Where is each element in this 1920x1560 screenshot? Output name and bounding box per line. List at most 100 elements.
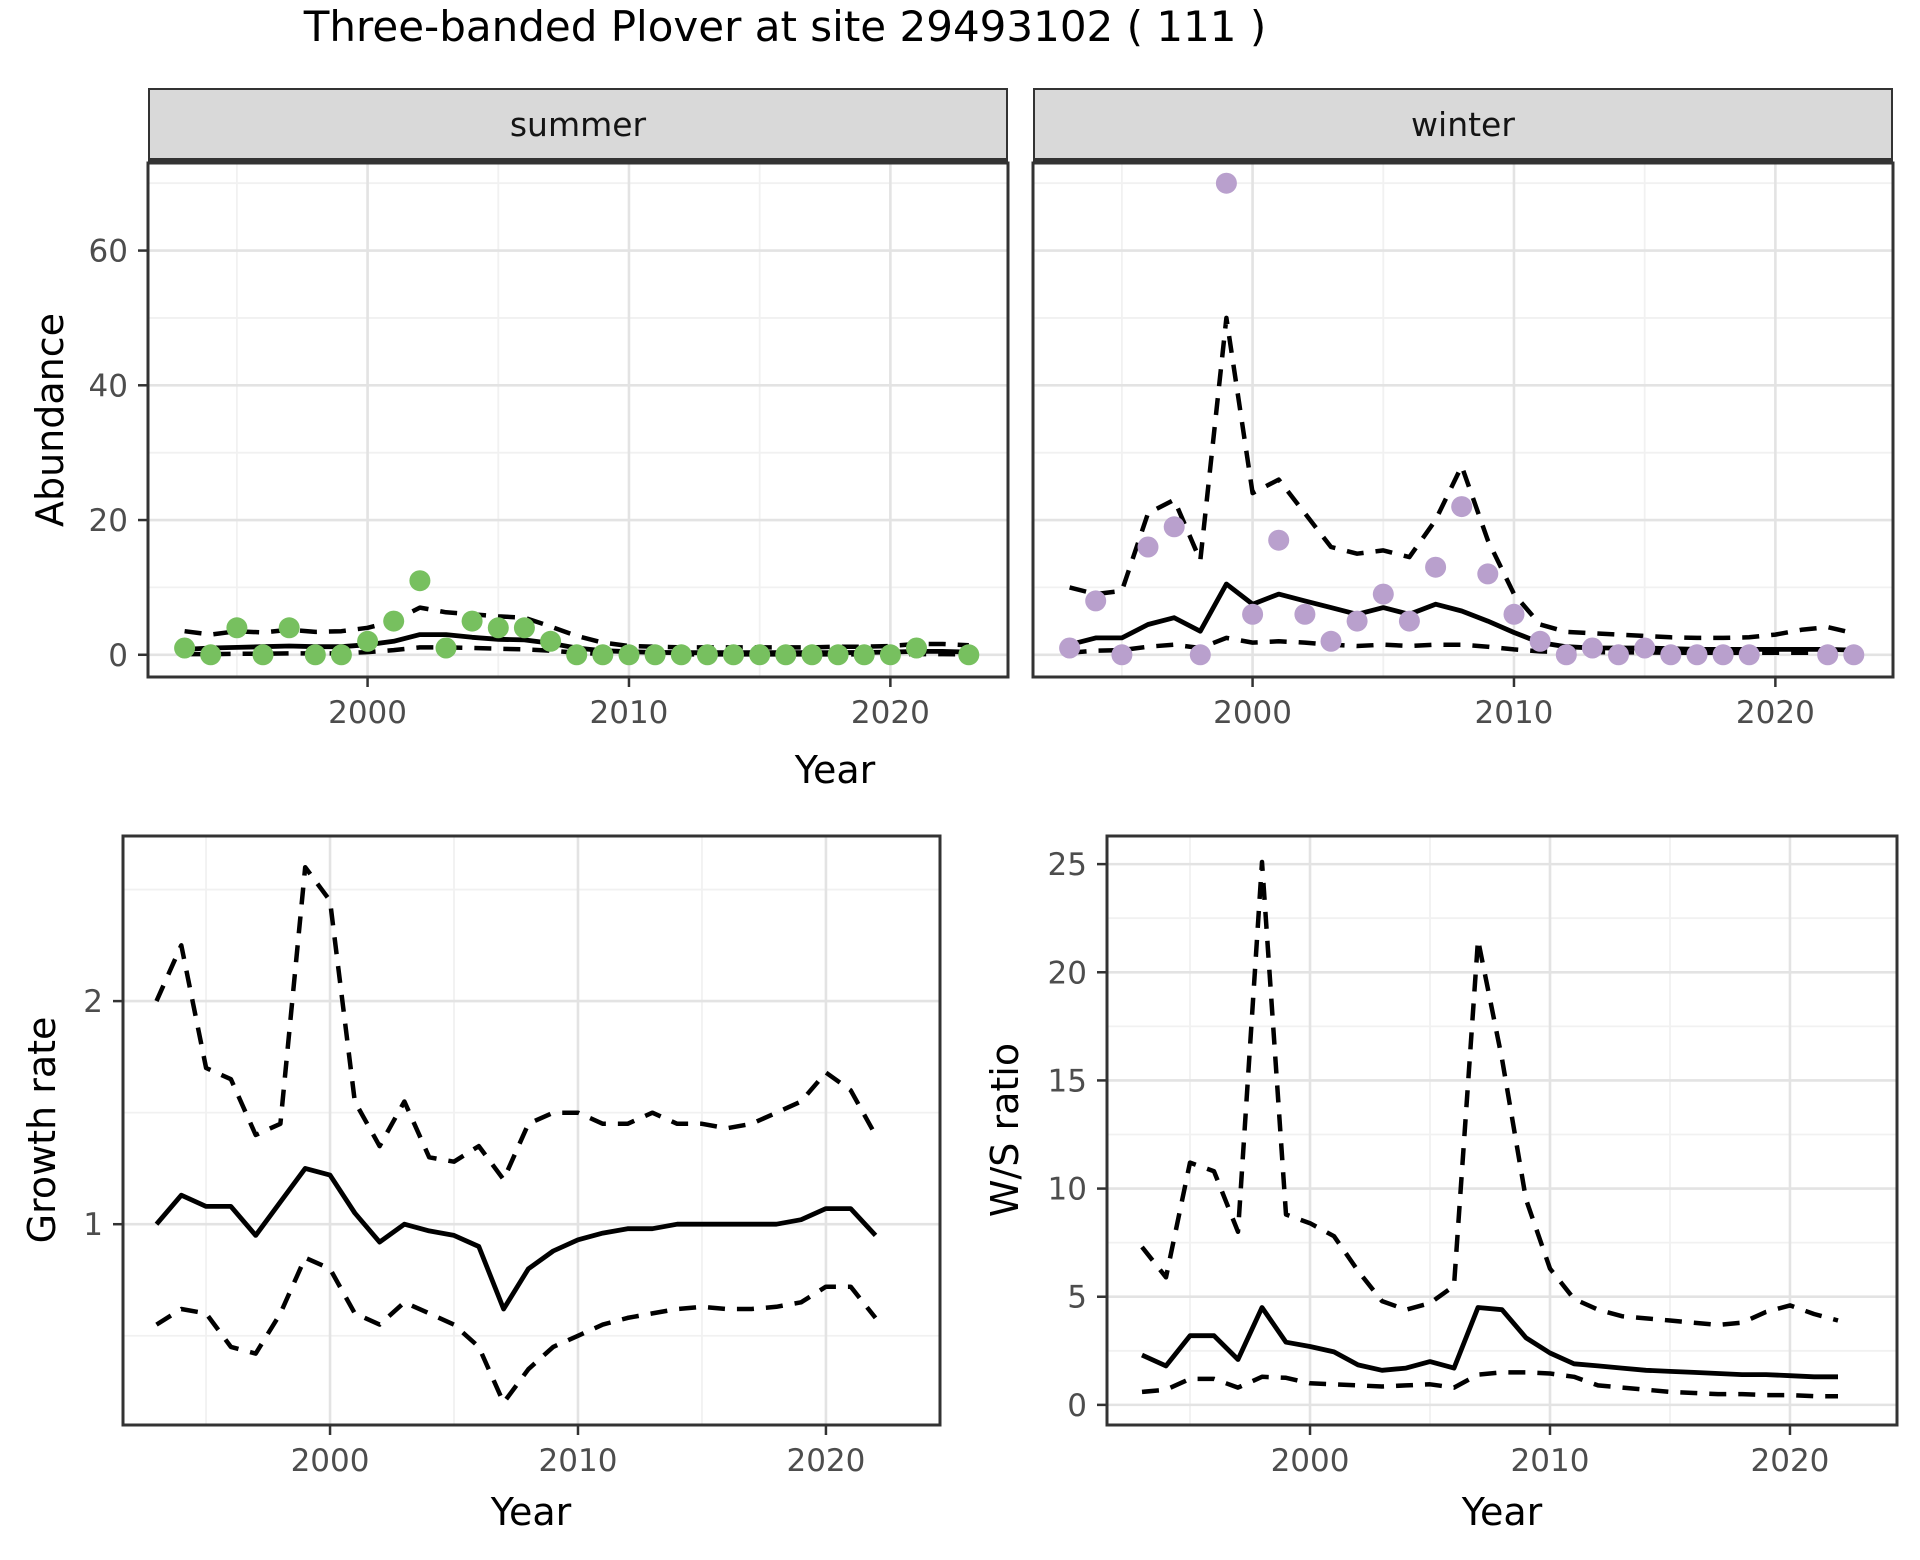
data-point bbox=[226, 617, 248, 639]
data-point bbox=[1451, 496, 1473, 518]
data-point bbox=[330, 644, 352, 666]
data-point bbox=[644, 644, 666, 666]
x-tick-label: 2020 bbox=[851, 695, 930, 731]
data-point bbox=[749, 644, 771, 666]
panel-border bbox=[1031, 161, 1895, 679]
facet-strip-summer: summer bbox=[148, 88, 1008, 163]
data-point bbox=[200, 644, 222, 666]
y-tick-label: 60 bbox=[89, 234, 128, 270]
x-tick-label: 2010 bbox=[590, 695, 669, 731]
y-tick-label: 5 bbox=[1067, 1280, 1087, 1316]
data-point bbox=[1503, 603, 1525, 625]
x-tick-label: 2000 bbox=[291, 1443, 370, 1479]
y-tick-label: 2 bbox=[83, 984, 103, 1020]
y-tick-label: 20 bbox=[1048, 955, 1087, 991]
facet-strip-winter: winter bbox=[1033, 88, 1893, 163]
data-point bbox=[827, 644, 849, 666]
data-point bbox=[513, 617, 535, 639]
data-point bbox=[1242, 603, 1264, 625]
data-point bbox=[801, 644, 823, 666]
data-point bbox=[1398, 610, 1420, 632]
y-tick-label: 20 bbox=[89, 503, 128, 539]
y-tick-label: 0 bbox=[108, 638, 128, 674]
ws-ratio-axis-title: W/S ratio bbox=[983, 1042, 1027, 1218]
data-point bbox=[357, 630, 379, 652]
data-point bbox=[1738, 644, 1760, 666]
panel-border bbox=[1105, 834, 1899, 1427]
data-point bbox=[1189, 644, 1211, 666]
data-point bbox=[1634, 637, 1656, 659]
y-tick-label: 40 bbox=[89, 368, 128, 404]
data-point bbox=[540, 630, 562, 652]
data-point bbox=[1268, 529, 1290, 551]
x-tick-label: 2010 bbox=[539, 1443, 618, 1479]
data-point bbox=[1817, 644, 1839, 666]
data-point bbox=[1137, 536, 1159, 558]
panel-border bbox=[146, 161, 1010, 679]
data-point bbox=[1320, 630, 1342, 652]
data-point bbox=[1477, 563, 1499, 585]
x-tick-label: 2000 bbox=[1213, 695, 1292, 731]
data-point bbox=[958, 644, 980, 666]
fit-line bbox=[154, 1165, 878, 1312]
data-point bbox=[670, 644, 692, 666]
x-tick-label: 2020 bbox=[786, 1443, 865, 1479]
data-point bbox=[696, 644, 718, 666]
fit-line bbox=[1068, 581, 1854, 653]
lower-ci-line bbox=[155, 1255, 878, 1405]
data-point bbox=[775, 644, 797, 666]
x-tick-label: 2000 bbox=[1271, 1443, 1350, 1479]
data-point bbox=[1425, 556, 1447, 578]
fit-line bbox=[1141, 1305, 1838, 1380]
data-point bbox=[879, 644, 901, 666]
data-point bbox=[461, 610, 483, 632]
data-point bbox=[409, 570, 431, 592]
y-tick-label: 0 bbox=[1067, 1388, 1087, 1424]
data-point bbox=[1581, 637, 1603, 659]
facet-strip-winter-label: winter bbox=[1411, 104, 1515, 144]
data-point bbox=[1163, 516, 1185, 538]
data-point bbox=[853, 644, 875, 666]
data-point bbox=[1372, 583, 1394, 605]
y-tick-label: 10 bbox=[1048, 1172, 1087, 1208]
panel-abundance-winter: 2000 2010 2020 bbox=[1031, 161, 1895, 731]
data-point bbox=[174, 637, 196, 659]
abundance-axis-title: Abundance bbox=[28, 312, 72, 528]
data-point bbox=[1111, 644, 1133, 666]
plot-title: Three-banded Plover at site 29493102 ( 1… bbox=[303, 2, 1267, 51]
upper-ci-line bbox=[1140, 859, 1839, 1328]
panel-border bbox=[121, 834, 942, 1427]
year-axis-title-top: Year bbox=[794, 748, 876, 792]
data-point bbox=[592, 644, 614, 666]
y-tick-label: 25 bbox=[1048, 847, 1087, 883]
facet-strip-summer-label: summer bbox=[509, 104, 647, 144]
data-point bbox=[1660, 644, 1682, 666]
data-point bbox=[1215, 172, 1237, 194]
upper-ci-line bbox=[184, 605, 969, 650]
data-point bbox=[487, 617, 509, 639]
data-point bbox=[278, 617, 300, 639]
data-point bbox=[1712, 644, 1734, 666]
data-point bbox=[723, 644, 744, 666]
x-tick-label: 2000 bbox=[328, 695, 407, 731]
panel-growth-rate: 2000 2010 2020 1 2 bbox=[83, 834, 942, 1479]
data-point bbox=[1059, 637, 1081, 659]
x-tick-label: 2020 bbox=[1736, 695, 1815, 731]
data-point bbox=[1843, 644, 1865, 666]
data-point bbox=[1555, 644, 1577, 666]
data-point bbox=[906, 637, 927, 659]
data-point bbox=[1686, 644, 1708, 666]
x-tick-label: 2020 bbox=[1751, 1443, 1830, 1479]
data-point bbox=[618, 644, 640, 666]
data-point bbox=[1294, 603, 1316, 625]
data-point bbox=[304, 644, 326, 666]
x-tick-label: 2010 bbox=[1511, 1443, 1590, 1479]
panel-abundance-summer: 2000 2010 2020 0 20 40 60 bbox=[89, 161, 1010, 731]
data-point bbox=[435, 637, 457, 659]
upper-ci-line bbox=[154, 864, 878, 1182]
panel-ws-ratio: 2000 2010 2020 0 5 10 15 20 25 bbox=[1048, 834, 1899, 1479]
data-point bbox=[1346, 610, 1368, 632]
data-point bbox=[566, 644, 588, 666]
y-tick-label: 15 bbox=[1048, 1063, 1087, 1099]
